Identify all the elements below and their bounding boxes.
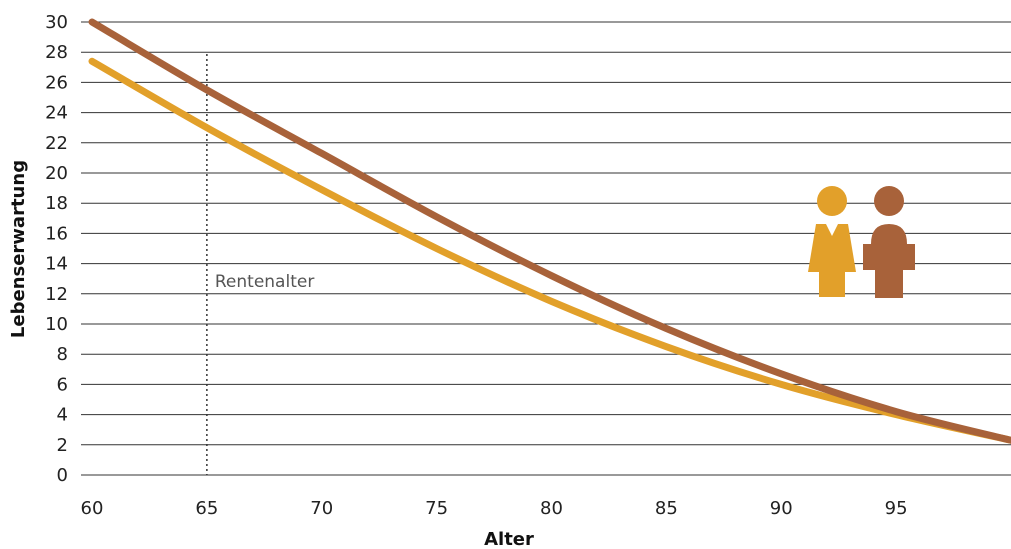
y-tick-label: 4 [57,405,68,426]
x-tick-label: 85 [655,498,678,519]
x-axis-title: Alter [484,529,534,549]
y-tick-label: 22 [45,133,68,154]
y-tick-label: 28 [45,42,68,63]
series-line-woman [88,57,1011,444]
retirement-age-label: Rentenalter [215,272,314,292]
y-tick-label: 8 [57,344,68,365]
y-tick-label: 2 [57,435,68,456]
y-tick-label: 20 [45,163,68,184]
woman-icon [808,186,856,297]
legend-icons [808,186,915,298]
y-tick-label: 26 [45,72,68,93]
y-tick-label: 16 [45,223,68,244]
y-tick-label: 14 [45,254,68,275]
y-tick-label: 30 [45,12,68,33]
x-tick-label: 80 [540,498,563,519]
x-tick-label: 70 [310,498,333,519]
series-line-man [88,18,1011,444]
x-tick-label: 90 [770,498,793,519]
y-tick-label: 12 [45,284,68,305]
y-tick-label: 0 [57,465,68,486]
series-lines [88,18,1011,444]
x-tick-labels: 60 65 70 75 80 85 90 95 [81,498,908,519]
y-axis-title: Lebenserwartung [8,160,29,338]
x-tick-label: 75 [425,498,448,519]
y-tick-label: 24 [45,103,68,124]
x-tick-label: 65 [195,498,218,519]
man-icon [863,186,915,298]
x-tick-label: 60 [81,498,104,519]
x-tick-label: 95 [885,498,908,519]
y-tick-label: 10 [45,314,68,335]
y-tick-label: 18 [45,193,68,214]
y-tick-label: 6 [57,374,68,395]
